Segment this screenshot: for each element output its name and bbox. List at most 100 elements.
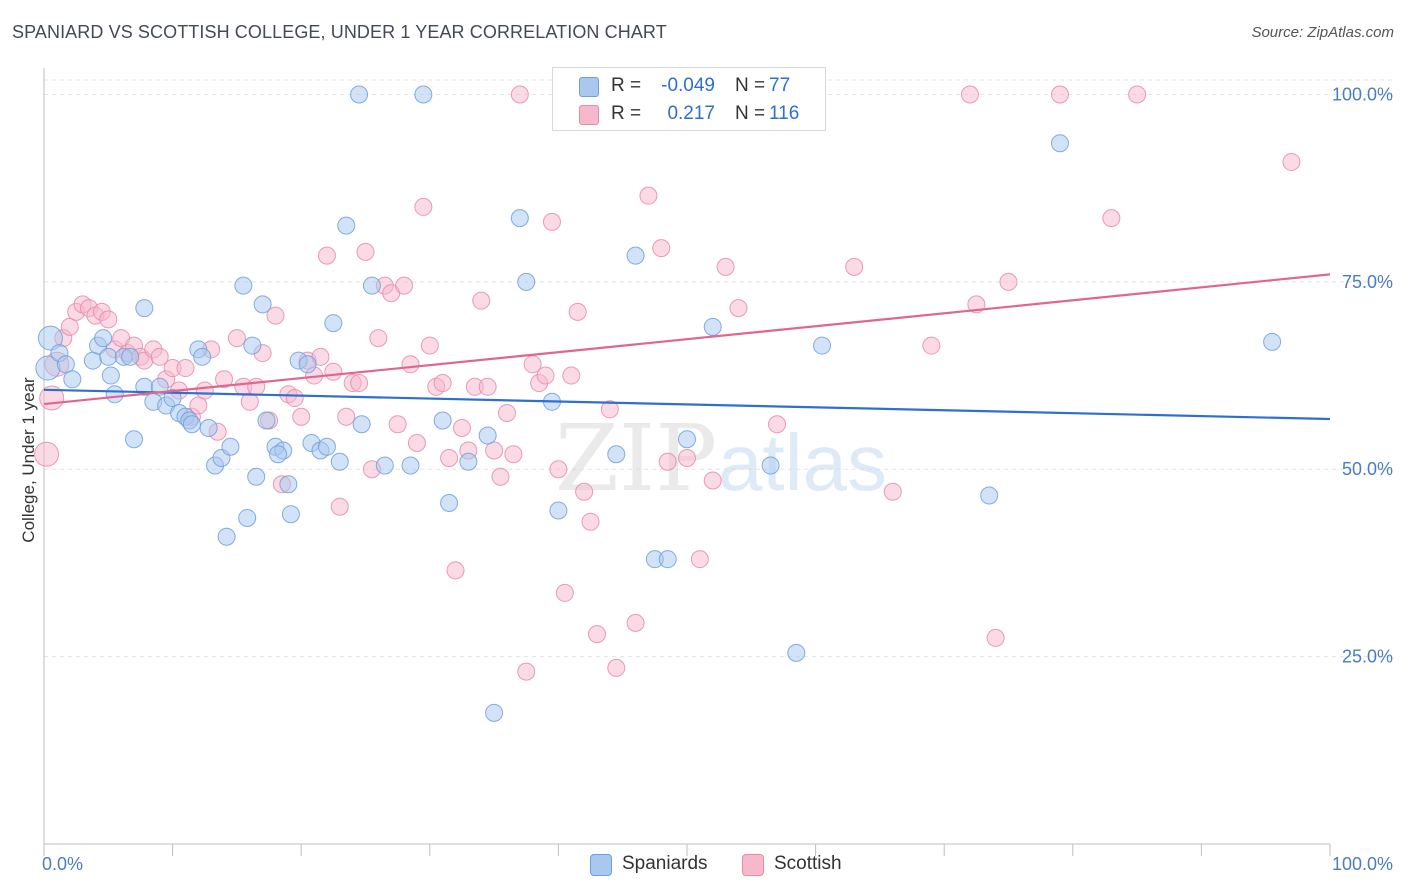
scottish-point — [716, 257, 735, 276]
scottish-point — [581, 512, 600, 531]
scottish-point — [292, 407, 311, 426]
spaniards-point — [243, 336, 262, 355]
scottish-point — [703, 471, 722, 490]
legend-swatch-spaniards — [579, 77, 599, 97]
y-tick-label: 25.0% — [1342, 647, 1393, 667]
legend-r-label: R = — [611, 75, 642, 96]
scottish-point — [99, 310, 118, 329]
spaniards-point — [703, 317, 722, 336]
legend-r-value: -0.049 — [661, 75, 715, 96]
spaniards-point — [549, 501, 568, 520]
spaniards-point — [253, 295, 272, 314]
scottish-point — [549, 460, 568, 479]
source-label: Source: ZipAtlas.com — [1251, 24, 1394, 41]
y-axis-label: College, Under 1 year — [19, 377, 38, 543]
scottish-point — [536, 366, 555, 385]
spaniards-point — [324, 314, 343, 333]
spaniards-point — [362, 276, 381, 295]
legend: R = -0.049 N = 77 R = 0.217 N = 116 — [552, 67, 826, 131]
spaniards-point — [433, 411, 452, 430]
scottish-point — [658, 452, 677, 471]
scottish-point — [189, 396, 208, 415]
spaniards-point — [459, 452, 478, 471]
spaniards-point — [238, 508, 257, 527]
spaniards-point — [330, 452, 349, 471]
scottish-point — [491, 467, 510, 486]
scottish-point — [266, 306, 285, 325]
spaniards-point — [193, 347, 212, 366]
scottish-point — [485, 441, 504, 460]
legend-n-label: N = — [735, 103, 766, 124]
scottish-point — [960, 85, 979, 104]
scottish-point — [690, 550, 709, 569]
scottish-point — [542, 212, 561, 231]
spaniards-point — [1263, 332, 1282, 351]
scottish-point — [317, 246, 336, 265]
scottish-point — [215, 370, 234, 389]
spaniards-point — [105, 385, 124, 404]
bottom-legend-swatch-spaniards — [590, 854, 612, 876]
spaniards-point — [352, 415, 371, 434]
spaniards-points — [35, 85, 1282, 722]
spaniards-point — [787, 643, 806, 662]
spaniards-point — [182, 415, 201, 434]
scottish-point — [845, 257, 864, 276]
scottish-point — [414, 197, 433, 216]
watermark: ZIP atlas — [555, 405, 887, 512]
spaniards-point — [350, 85, 369, 104]
scottish-point — [729, 299, 748, 318]
scottish-point — [497, 404, 516, 423]
scottish-point — [420, 336, 439, 355]
spaniards-point — [269, 445, 288, 464]
scottish-point — [452, 419, 471, 438]
scottish-point — [440, 449, 459, 467]
scottish-point — [587, 625, 606, 644]
scottish-point — [986, 628, 1005, 647]
spaniards-point — [626, 246, 645, 265]
scottish-point — [176, 359, 195, 378]
scottish-point — [395, 276, 414, 295]
scottish-point — [247, 377, 266, 396]
spaniards-point — [37, 325, 63, 351]
scottish-trend-line — [43, 273, 1331, 406]
spaniards-point — [279, 475, 298, 494]
scottish-point — [555, 583, 574, 602]
scottish-point — [34, 441, 60, 467]
scottish-point — [517, 662, 536, 681]
spaniards-point — [317, 437, 336, 456]
spaniards-point — [121, 347, 140, 366]
spaniards-point — [135, 299, 154, 318]
spaniards-point — [99, 347, 118, 366]
spaniards-point — [414, 85, 433, 104]
scottish-point — [607, 658, 626, 677]
legend-n-label: N = — [735, 75, 766, 96]
x-tick-label-max: 100.0% — [1332, 854, 1393, 874]
scottish-point — [240, 392, 259, 411]
scottish-point — [401, 355, 420, 374]
legend-r-label: R = — [611, 103, 642, 124]
scottish-point — [195, 381, 214, 400]
scottish-point — [1282, 152, 1301, 171]
scottish-point — [472, 291, 491, 310]
gridlines — [44, 79, 1392, 658]
spaniards-point — [440, 493, 459, 512]
x-tick-label-min: 0.0% — [42, 854, 83, 874]
spaniards-point — [247, 467, 266, 486]
spaniards-point — [63, 370, 82, 389]
trend-lines — [43, 273, 1331, 421]
scottish-point — [350, 374, 369, 393]
scottish-point — [626, 613, 645, 632]
spaniards-point — [199, 419, 218, 438]
spaniards-point — [94, 329, 113, 348]
spaniards-point — [510, 209, 529, 228]
scottish-point — [407, 434, 426, 453]
scottish-point — [568, 302, 587, 321]
scottish-point — [337, 407, 356, 426]
scottish-point — [1102, 209, 1121, 228]
scottish-point — [600, 400, 619, 419]
tick-labels: 25.0% 50.0% 75.0% 100.0% 0.0% 100.0% — [42, 84, 1393, 874]
bottom-legend-swatch-scottish — [742, 854, 764, 876]
legend-r-value: 0.217 — [667, 103, 715, 124]
spaniards-point — [257, 411, 276, 430]
